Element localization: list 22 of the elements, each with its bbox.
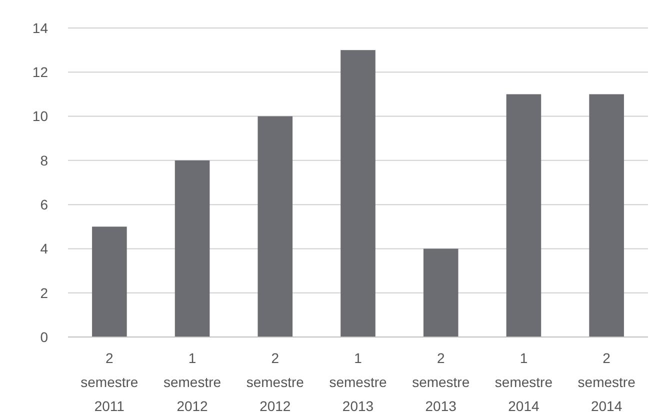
y-tick-label: 6: [40, 196, 48, 212]
bar: [92, 226, 127, 337]
y-tick-label: 10: [32, 108, 48, 124]
bar: [174, 160, 210, 337]
x-tick-label: 2 semestre 2012: [246, 350, 304, 414]
y-tick-label: 4: [40, 240, 48, 257]
bar: [506, 94, 542, 337]
y-tick-label: 12: [32, 64, 48, 80]
x-tick-label: 2 semestre 2014: [578, 350, 636, 414]
x-tick-label: 1 semestre 2012: [163, 350, 222, 414]
x-tick-label: 2 semestre 2011: [80, 350, 138, 414]
y-tick-label: 2: [40, 284, 48, 301]
y-tick-label: 0: [40, 328, 48, 345]
x-tick-label: 1 semestre 2013: [329, 350, 387, 414]
y-tick-label: 8: [40, 152, 48, 168]
bar: [258, 116, 293, 337]
bar: [340, 50, 376, 337]
y-tick-label: 14: [32, 20, 48, 36]
x-tick-label: 2 semestre 2013: [412, 350, 470, 414]
x-tick-label: 1 semestre 2014: [494, 350, 553, 414]
bar: [423, 248, 458, 337]
bar: [589, 94, 624, 337]
